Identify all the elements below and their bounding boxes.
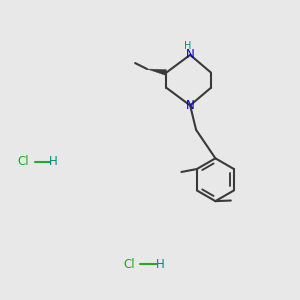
Text: N: N bbox=[186, 48, 194, 62]
Text: H: H bbox=[49, 155, 58, 168]
Text: N: N bbox=[186, 99, 194, 112]
Text: Cl: Cl bbox=[123, 258, 135, 271]
Text: H: H bbox=[156, 258, 165, 271]
Polygon shape bbox=[147, 69, 166, 76]
Text: Cl: Cl bbox=[18, 155, 29, 168]
Text: H: H bbox=[184, 41, 191, 51]
